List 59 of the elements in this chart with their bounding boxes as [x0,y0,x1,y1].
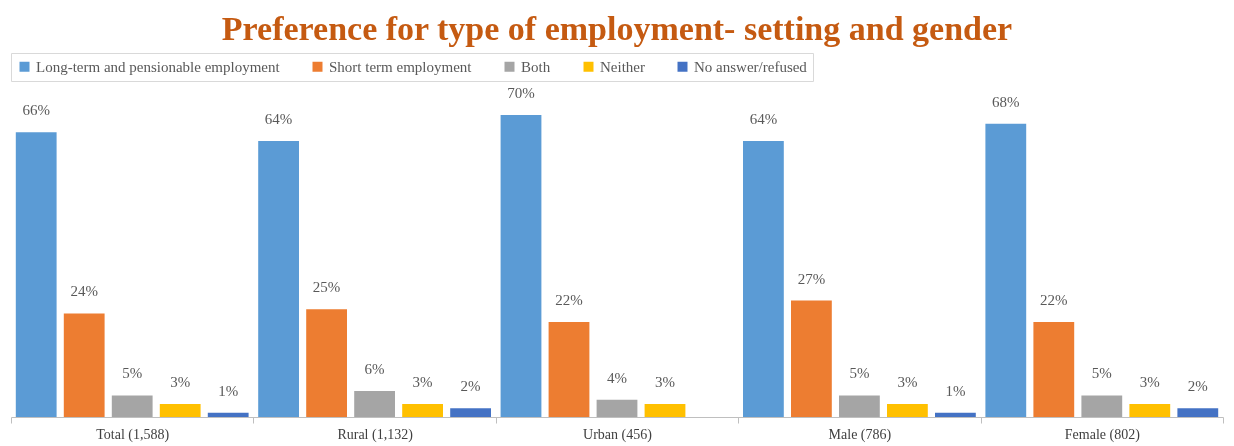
bar [1177,408,1219,417]
data-label: 5% [849,365,870,382]
data-label: 2% [460,378,481,395]
bar [159,404,201,417]
data-label: 3% [897,374,918,391]
legend-label: Both [521,58,551,75]
data-label: 24% [70,283,98,300]
legend-label: Long-term and pensionable employment [36,58,281,75]
x-tick-label: Female (802) [1064,426,1141,443]
bar [63,313,105,417]
bar [500,115,542,417]
bar [791,300,832,417]
legend-label: Neither [600,58,645,75]
bar [935,412,976,417]
bar [839,395,880,417]
data-label: 3% [655,374,675,391]
bar [1129,404,1171,417]
x-tick-label: Male (786) [828,426,892,443]
bar [207,412,249,417]
bar [1081,395,1123,417]
data-label: 6% [364,361,385,378]
data-label: 22% [555,292,583,309]
bar [450,408,491,417]
data-label: 3% [1139,374,1160,391]
data-label: 22% [1040,292,1068,309]
data-label: 64% [264,110,293,127]
x-tick-label: Rural (1,132) [337,426,414,443]
bar [596,399,638,417]
bar [111,395,153,417]
x-tick-label: Total (1,588) [96,426,170,443]
data-label: 70% [507,85,535,101]
legend-label: Short term employment [329,58,473,75]
data-label: 68% [992,93,1020,110]
bar [985,123,1027,417]
bar [306,309,347,417]
bar [548,322,590,417]
x-tick-label: Urban (456) [583,426,653,443]
bar [15,132,57,417]
bar [402,404,443,417]
data-label: 3% [412,374,433,391]
data-label: 27% [797,270,826,287]
data-label: 2% [1187,378,1208,395]
data-label: 4% [607,369,627,386]
bar [743,140,784,417]
data-label: 5% [1091,365,1112,382]
data-label: 66% [22,102,50,119]
legend-label: No answer/refused [694,58,808,75]
bar [887,404,928,417]
bar [354,391,395,417]
chart-title: Preference for type of employment- setting and gender [221,9,1013,47]
data-label: 5% [122,365,143,382]
bar [258,140,299,417]
data-label: 64% [749,110,778,127]
data-label: 3% [170,374,191,391]
data-label: 25% [312,279,341,296]
data-label: 1% [945,382,966,399]
data-label: 1% [218,382,239,399]
bar [644,404,686,417]
bar [1033,322,1075,417]
